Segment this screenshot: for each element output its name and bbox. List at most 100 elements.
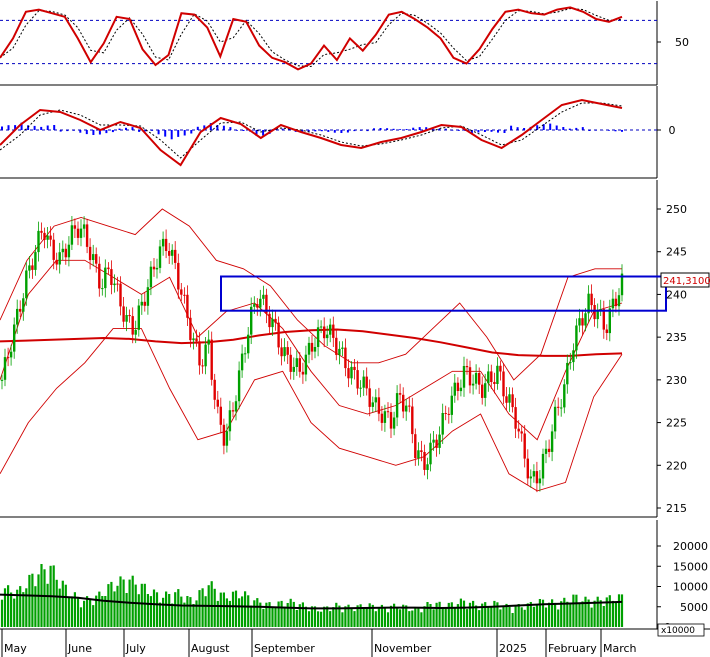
candle-body [313, 347, 317, 352]
candle-body [590, 293, 593, 306]
candle-body [411, 406, 414, 435]
price-tick-label-4: 235 [666, 331, 687, 344]
candle-body [274, 318, 277, 323]
candle-body [164, 238, 168, 251]
volume-bar [104, 596, 107, 627]
x-tick-label-5: November [374, 642, 432, 655]
candle-body [438, 434, 441, 448]
volume-bar [189, 597, 192, 627]
candle-body [52, 239, 55, 260]
volume-bar [317, 611, 320, 627]
volume-bar [155, 592, 159, 627]
candle-body [535, 471, 539, 484]
candle-body [113, 283, 116, 286]
volume-bar [265, 602, 268, 627]
candle-body [456, 382, 460, 391]
candle-body [58, 252, 61, 265]
volume-bar [195, 600, 198, 627]
volume-bar [183, 602, 186, 627]
candle-body [593, 305, 596, 320]
volume-bar [563, 597, 566, 627]
volume-bar [605, 597, 608, 627]
candle-body [608, 308, 611, 334]
candle-body [611, 298, 615, 309]
candle-body [423, 452, 426, 470]
candle-body [502, 371, 505, 397]
candle-body [371, 402, 374, 407]
x-tick-label-0: May [4, 642, 27, 655]
volume-bar [326, 606, 329, 627]
volume-bar [535, 605, 538, 627]
candle-body [219, 406, 222, 425]
candle-body [417, 450, 420, 458]
price-tick-label-5: 240 [666, 288, 687, 301]
volume-bar [408, 611, 411, 627]
candle-body [186, 294, 189, 318]
volume-bar [575, 594, 578, 627]
candle-body [95, 254, 98, 264]
volume-bar [590, 607, 593, 627]
candle-body [359, 387, 362, 389]
volume-bar [216, 600, 219, 627]
volume-bar [417, 607, 420, 627]
candle-body [347, 368, 350, 379]
candle-body [563, 384, 566, 408]
volume-bar [560, 601, 563, 627]
volume-bar [98, 591, 101, 627]
volume-bar [28, 574, 31, 627]
volume-bar [253, 600, 256, 627]
last-price-badge: 241,3100 [660, 272, 710, 288]
candle-body [271, 318, 274, 328]
volume-bar [238, 598, 241, 627]
candle-body [70, 225, 74, 245]
volume-bar [475, 605, 478, 627]
volume-bar [76, 596, 80, 627]
volume-bar [341, 612, 344, 627]
candle-body [566, 362, 569, 385]
candle-body [183, 294, 186, 296]
candle-body [146, 287, 150, 306]
volume-bar [158, 602, 162, 627]
candle-body [152, 266, 156, 270]
volume-bar [420, 612, 423, 627]
candle-body [158, 246, 162, 268]
volume-bar [16, 589, 19, 627]
candle-body [569, 362, 572, 364]
candle-body [143, 301, 146, 306]
candle-body [73, 225, 77, 229]
volume-unit-box [657, 623, 705, 637]
volume-bar [125, 593, 128, 627]
volume-bar [380, 604, 383, 627]
volume-bar [332, 607, 335, 627]
resistance-zone-box [220, 275, 667, 312]
candle-body [435, 439, 438, 448]
candle-body [581, 318, 584, 326]
volume-bar [149, 596, 152, 627]
volume-bar [426, 602, 429, 627]
candle-body [468, 367, 472, 386]
volume-bar [31, 573, 34, 627]
volume-bar [234, 590, 238, 627]
volume-bar [599, 600, 602, 627]
candle-body [240, 353, 244, 371]
stoch-k-line [0, 6, 623, 71]
candle-body [9, 351, 13, 358]
volume-bar [79, 607, 83, 627]
candle-body [362, 376, 365, 388]
volume-bar [487, 606, 490, 627]
volume-panel: 50001000015000200000 [0, 540, 708, 634]
candle-body [250, 306, 253, 335]
candle-body [286, 347, 289, 355]
volume-bar [171, 603, 174, 627]
volume-bar [554, 602, 557, 627]
volume-bar [313, 606, 317, 627]
volume-bar [532, 606, 535, 627]
candle-body [301, 371, 305, 375]
volume-bar [274, 608, 277, 627]
price-tick-label-1: 220 [666, 459, 687, 472]
candle-body [429, 442, 432, 465]
volume-bar [374, 611, 377, 627]
candle-body [505, 396, 508, 403]
candle-body [517, 428, 520, 432]
volume-bar [286, 603, 289, 627]
